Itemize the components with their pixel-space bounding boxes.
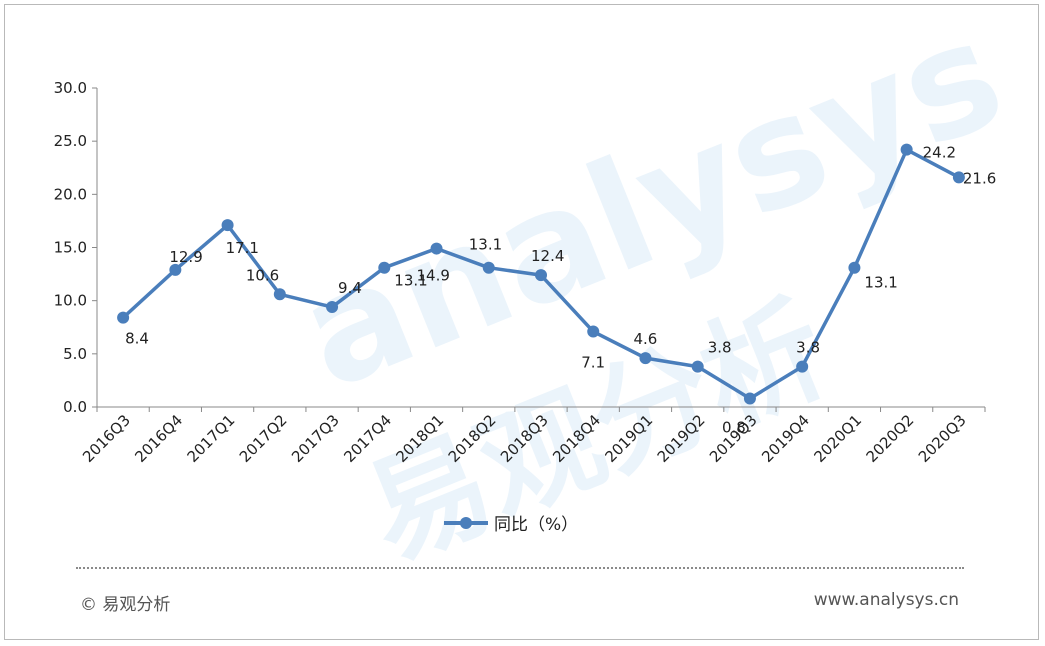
- x-tick-label: 2020Q3: [915, 411, 970, 466]
- data-label: 9.4: [338, 279, 362, 297]
- data-label: 13.1: [864, 274, 897, 292]
- data-label: 7.1: [581, 354, 605, 372]
- y-tick-label: 30.0: [54, 79, 87, 97]
- website-text: www.analysys.cn: [813, 590, 959, 610]
- x-tick-label: 2020Q1: [810, 411, 865, 466]
- x-tick-label: 2016Q4: [131, 411, 186, 466]
- data-point: [900, 143, 913, 156]
- y-tick-label: 20.0: [54, 185, 87, 203]
- data-label: 13.1: [394, 272, 427, 290]
- legend: 同比（%）: [444, 510, 578, 535]
- y-tick-label: 0.0: [63, 398, 87, 416]
- data-label: 10.6: [246, 266, 279, 284]
- data-label: 8.4: [125, 330, 149, 348]
- data-label: 3.8: [708, 339, 732, 357]
- y-tick-label: 25.0: [54, 132, 87, 150]
- x-tick-label: 2017Q2: [236, 411, 291, 466]
- data-label: 14.9: [417, 267, 450, 285]
- data-label: 17.1: [226, 239, 259, 257]
- copyright-text: © 易观分析: [80, 595, 171, 615]
- x-tick-label: 2017Q3: [288, 411, 343, 466]
- data-point: [221, 219, 234, 232]
- data-point: [117, 311, 130, 324]
- data-label: 3.8: [796, 339, 820, 357]
- data-point: [535, 269, 547, 282]
- data-label: 4.6: [633, 330, 657, 348]
- data-point: [430, 242, 443, 255]
- data-label: 13.1: [469, 236, 502, 254]
- data-point: [639, 352, 652, 365]
- data-point: [169, 263, 182, 276]
- data-point: [378, 261, 391, 274]
- legend-label: 同比（%）: [494, 515, 579, 535]
- x-tick-label: 2016Q3: [79, 411, 134, 466]
- data-label: 12.4: [531, 247, 564, 265]
- y-tick-label: 10.0: [54, 292, 87, 310]
- chart-frame: [4, 4, 1039, 640]
- data-label: 12.9: [169, 248, 202, 266]
- data-point: [482, 261, 495, 274]
- data-point: [848, 261, 861, 274]
- data-point: [587, 325, 600, 338]
- plot-area: 8.412.9 17.110.69.4 13.114.913.112.47.14.6…: [117, 143, 996, 436]
- data-point: [796, 360, 809, 373]
- footer-divider: [76, 567, 964, 569]
- x-tick-label: 2017Q1: [184, 411, 239, 466]
- y-tick-label: 5.0: [63, 345, 87, 363]
- data-point: [743, 392, 756, 405]
- data-point: [326, 301, 339, 314]
- data-point: [691, 360, 704, 373]
- y-tick-label: 15.0: [54, 239, 87, 257]
- watermark: analysys 易观分析: [278, 0, 1024, 587]
- data-point: [273, 288, 286, 301]
- data-label: 24.2: [923, 144, 956, 162]
- data-point: [952, 171, 965, 184]
- data-label: 0.8: [722, 418, 746, 436]
- legend-line-marker-icon: [444, 515, 488, 531]
- x-tick-label: 2020Q2: [863, 411, 918, 466]
- data-label: 21.6: [963, 169, 996, 187]
